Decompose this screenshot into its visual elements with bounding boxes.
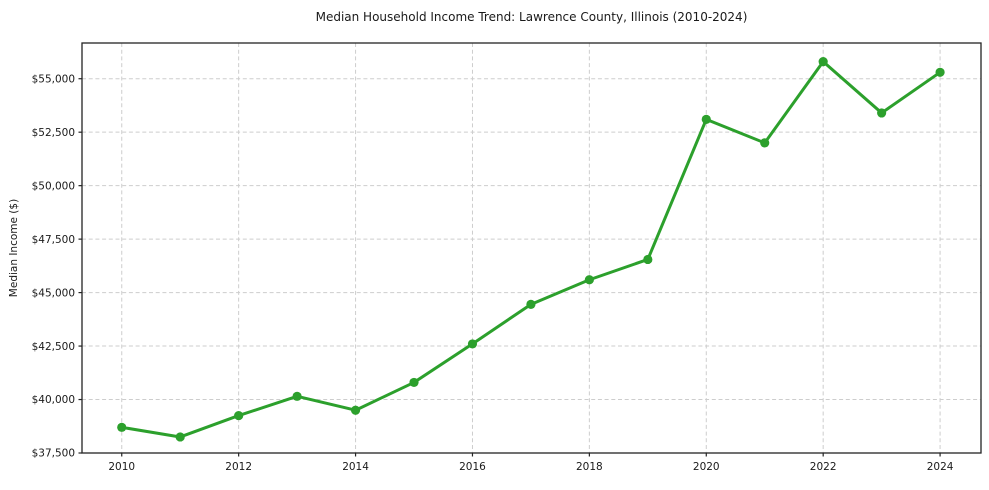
plot-border [81, 42, 982, 454]
data-point-2010 [117, 422, 127, 432]
y-tick-label: $37,500 [32, 448, 75, 460]
data-point-2014 [350, 405, 361, 415]
y-tick-label: $50,000 [32, 180, 75, 192]
trend-line [120, 60, 942, 439]
y-tick-label: $52,500 [32, 127, 75, 139]
y-tick-label: $45,000 [32, 287, 75, 299]
x-tick-label: 2020 [693, 461, 720, 473]
data-point-2018 [584, 275, 594, 285]
x-tick-label: 2024 [927, 461, 954, 473]
data-point-2011 [175, 432, 185, 442]
data-point-2012 [234, 410, 244, 421]
chart-title: Median Household Income Trend: Lawrence … [315, 10, 748, 24]
x-tick-label: 2022 [810, 461, 837, 473]
data-point-2021 [760, 138, 770, 148]
data-point-2016 [467, 339, 478, 349]
data-point-2015 [409, 377, 419, 388]
data-point-2023 [877, 108, 887, 118]
x-tick-label: 2016 [459, 461, 486, 473]
data-point-2022 [818, 57, 828, 67]
x-tick-label: 2010 [108, 461, 135, 473]
y-tick-label: $42,500 [32, 341, 75, 353]
data-point-2024 [935, 67, 945, 77]
data-point-2013 [292, 391, 302, 401]
y-tick-label: $47,500 [32, 234, 75, 246]
data-point-2020 [701, 114, 711, 124]
x-tick-label: 2018 [576, 461, 603, 473]
data-point-2017 [526, 299, 536, 309]
y-tick-label: $40,000 [32, 394, 75, 406]
x-tick-label: 2012 [225, 461, 252, 473]
data-point-2019 [643, 254, 653, 265]
x-tick-label: 2014 [342, 461, 369, 473]
y-tick-label: $55,000 [32, 73, 75, 85]
